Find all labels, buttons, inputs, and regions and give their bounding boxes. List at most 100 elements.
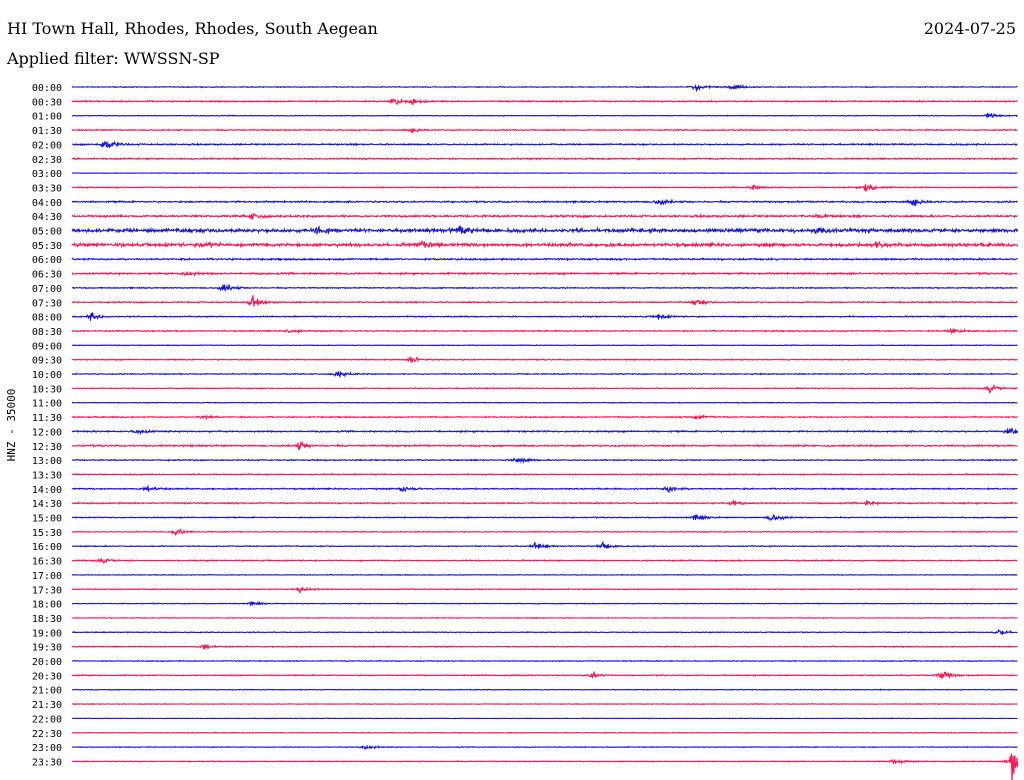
trace-2000: [71, 659, 1018, 663]
row-label: 22:00: [32, 714, 62, 725]
trace-1000: [72, 371, 1018, 379]
trace-0030: [71, 97, 1018, 106]
row-label: 13:30: [32, 470, 62, 481]
row-label: 02:00: [32, 140, 62, 151]
trace-1430: [71, 498, 1018, 507]
trace-2030: [71, 671, 1018, 679]
trace-2200: [72, 717, 1018, 720]
row-label: 20:30: [32, 671, 62, 682]
row-label: 17:00: [32, 571, 62, 582]
trace-0400: [71, 198, 1018, 207]
trace-2130: [71, 702, 1018, 706]
trace-1700: [71, 573, 1018, 577]
row-label: 12:00: [32, 427, 62, 438]
row-label: 14:00: [32, 485, 62, 496]
row-label: 07:30: [32, 298, 62, 309]
trace-0930: [71, 355, 1018, 364]
row-label: 15:30: [32, 528, 62, 539]
row-label: 16:00: [32, 542, 62, 553]
trace-0900: [71, 344, 1018, 347]
trace-0100: [71, 112, 1018, 119]
trace-1830: [71, 616, 1018, 620]
row-label: 00:30: [32, 97, 62, 108]
row-label: 07:00: [32, 284, 62, 295]
trace-0530: [71, 240, 1019, 250]
trace-1230: [71, 441, 1018, 451]
trace-0430: [71, 212, 1018, 220]
row-label: 21:00: [32, 686, 62, 697]
trace-1600: [72, 540, 1018, 550]
trace-1900: [72, 628, 1018, 636]
row-label: 15:00: [32, 514, 62, 525]
row-label: 11:00: [32, 399, 62, 410]
row-label: 19:30: [32, 643, 62, 654]
y-axis-label: HNZ - 35000: [5, 389, 18, 462]
trace-1630: [72, 557, 1018, 564]
trace-0500: [71, 225, 1019, 236]
row-label: 06:00: [32, 255, 62, 266]
trace-0730: [71, 295, 1018, 307]
trace-1100: [71, 401, 1018, 404]
row-label: 21:30: [32, 700, 62, 711]
row-label-group: 00:00 00:30 01:00 01:30 02:00 02:30 03:00 03:30…: [32, 83, 62, 768]
row-label: 09:00: [32, 341, 62, 352]
row-label: 17:30: [32, 585, 62, 596]
filter-name: WWSSN-SP: [123, 49, 220, 68]
trace-0000: [71, 83, 1018, 92]
row-label: 19:00: [32, 628, 62, 639]
trace-1030: [71, 383, 1018, 394]
trace-0700: [71, 284, 1018, 293]
row-label: 13:00: [32, 456, 62, 467]
row-label: 02:30: [32, 155, 62, 166]
row-label: 23:30: [32, 757, 62, 768]
trace-group: [71, 83, 1019, 780]
row-label: 08:00: [32, 313, 62, 324]
trace-1130: [71, 414, 1018, 421]
row-label: 04:00: [32, 198, 62, 209]
row-label: 04:30: [32, 212, 62, 223]
trace-2300: [71, 745, 1018, 751]
trace-1500: [71, 513, 1018, 522]
filter-label: Applied filter: WWSSN-SP: [7, 49, 220, 68]
trace-0630: [71, 270, 1018, 277]
trace-0230: [71, 156, 1018, 161]
trace-1300: [71, 456, 1018, 465]
trace-1400: [71, 484, 1018, 494]
row-label: 22:30: [32, 729, 62, 740]
row-label: 09:30: [32, 356, 62, 367]
row-label: 06:30: [32, 270, 62, 281]
row-label: 16:30: [32, 557, 62, 568]
trace-2100: [71, 688, 1018, 691]
trace-2230: [71, 731, 1018, 734]
trace-0200: [71, 140, 1018, 148]
trace-0330: [71, 184, 1018, 193]
row-label: 05:00: [32, 227, 62, 238]
date-label: 2024-07-25: [923, 19, 1016, 38]
row-label: 11:30: [32, 413, 62, 424]
row-label: 14:30: [32, 499, 62, 510]
filter-prefix: Applied filter:: [7, 49, 119, 68]
trace-2330: [71, 753, 1019, 780]
row-label: 05:30: [32, 241, 62, 252]
row-label: 08:30: [32, 327, 62, 338]
row-label: 20:00: [32, 657, 62, 668]
trace-0830: [71, 327, 1018, 335]
trace-0130: [71, 127, 1018, 134]
row-label: 03:30: [32, 183, 62, 194]
trace-0300: [71, 172, 1018, 175]
trace-1730: [71, 586, 1018, 594]
row-label: 18:00: [32, 600, 62, 611]
row-label: 01:00: [32, 112, 62, 123]
trace-1930: [71, 643, 1018, 650]
row-label: 03:00: [32, 169, 62, 180]
row-label: 18:30: [32, 614, 62, 625]
row-label: 00:00: [32, 83, 62, 94]
trace-0600: [71, 256, 1018, 262]
row-label: 10:00: [32, 370, 62, 381]
row-label: 10:30: [32, 384, 62, 395]
row-label: 12:30: [32, 442, 62, 453]
trace-1800: [71, 600, 1018, 606]
row-label: 23:00: [32, 743, 62, 754]
row-label: 01:30: [32, 126, 62, 137]
